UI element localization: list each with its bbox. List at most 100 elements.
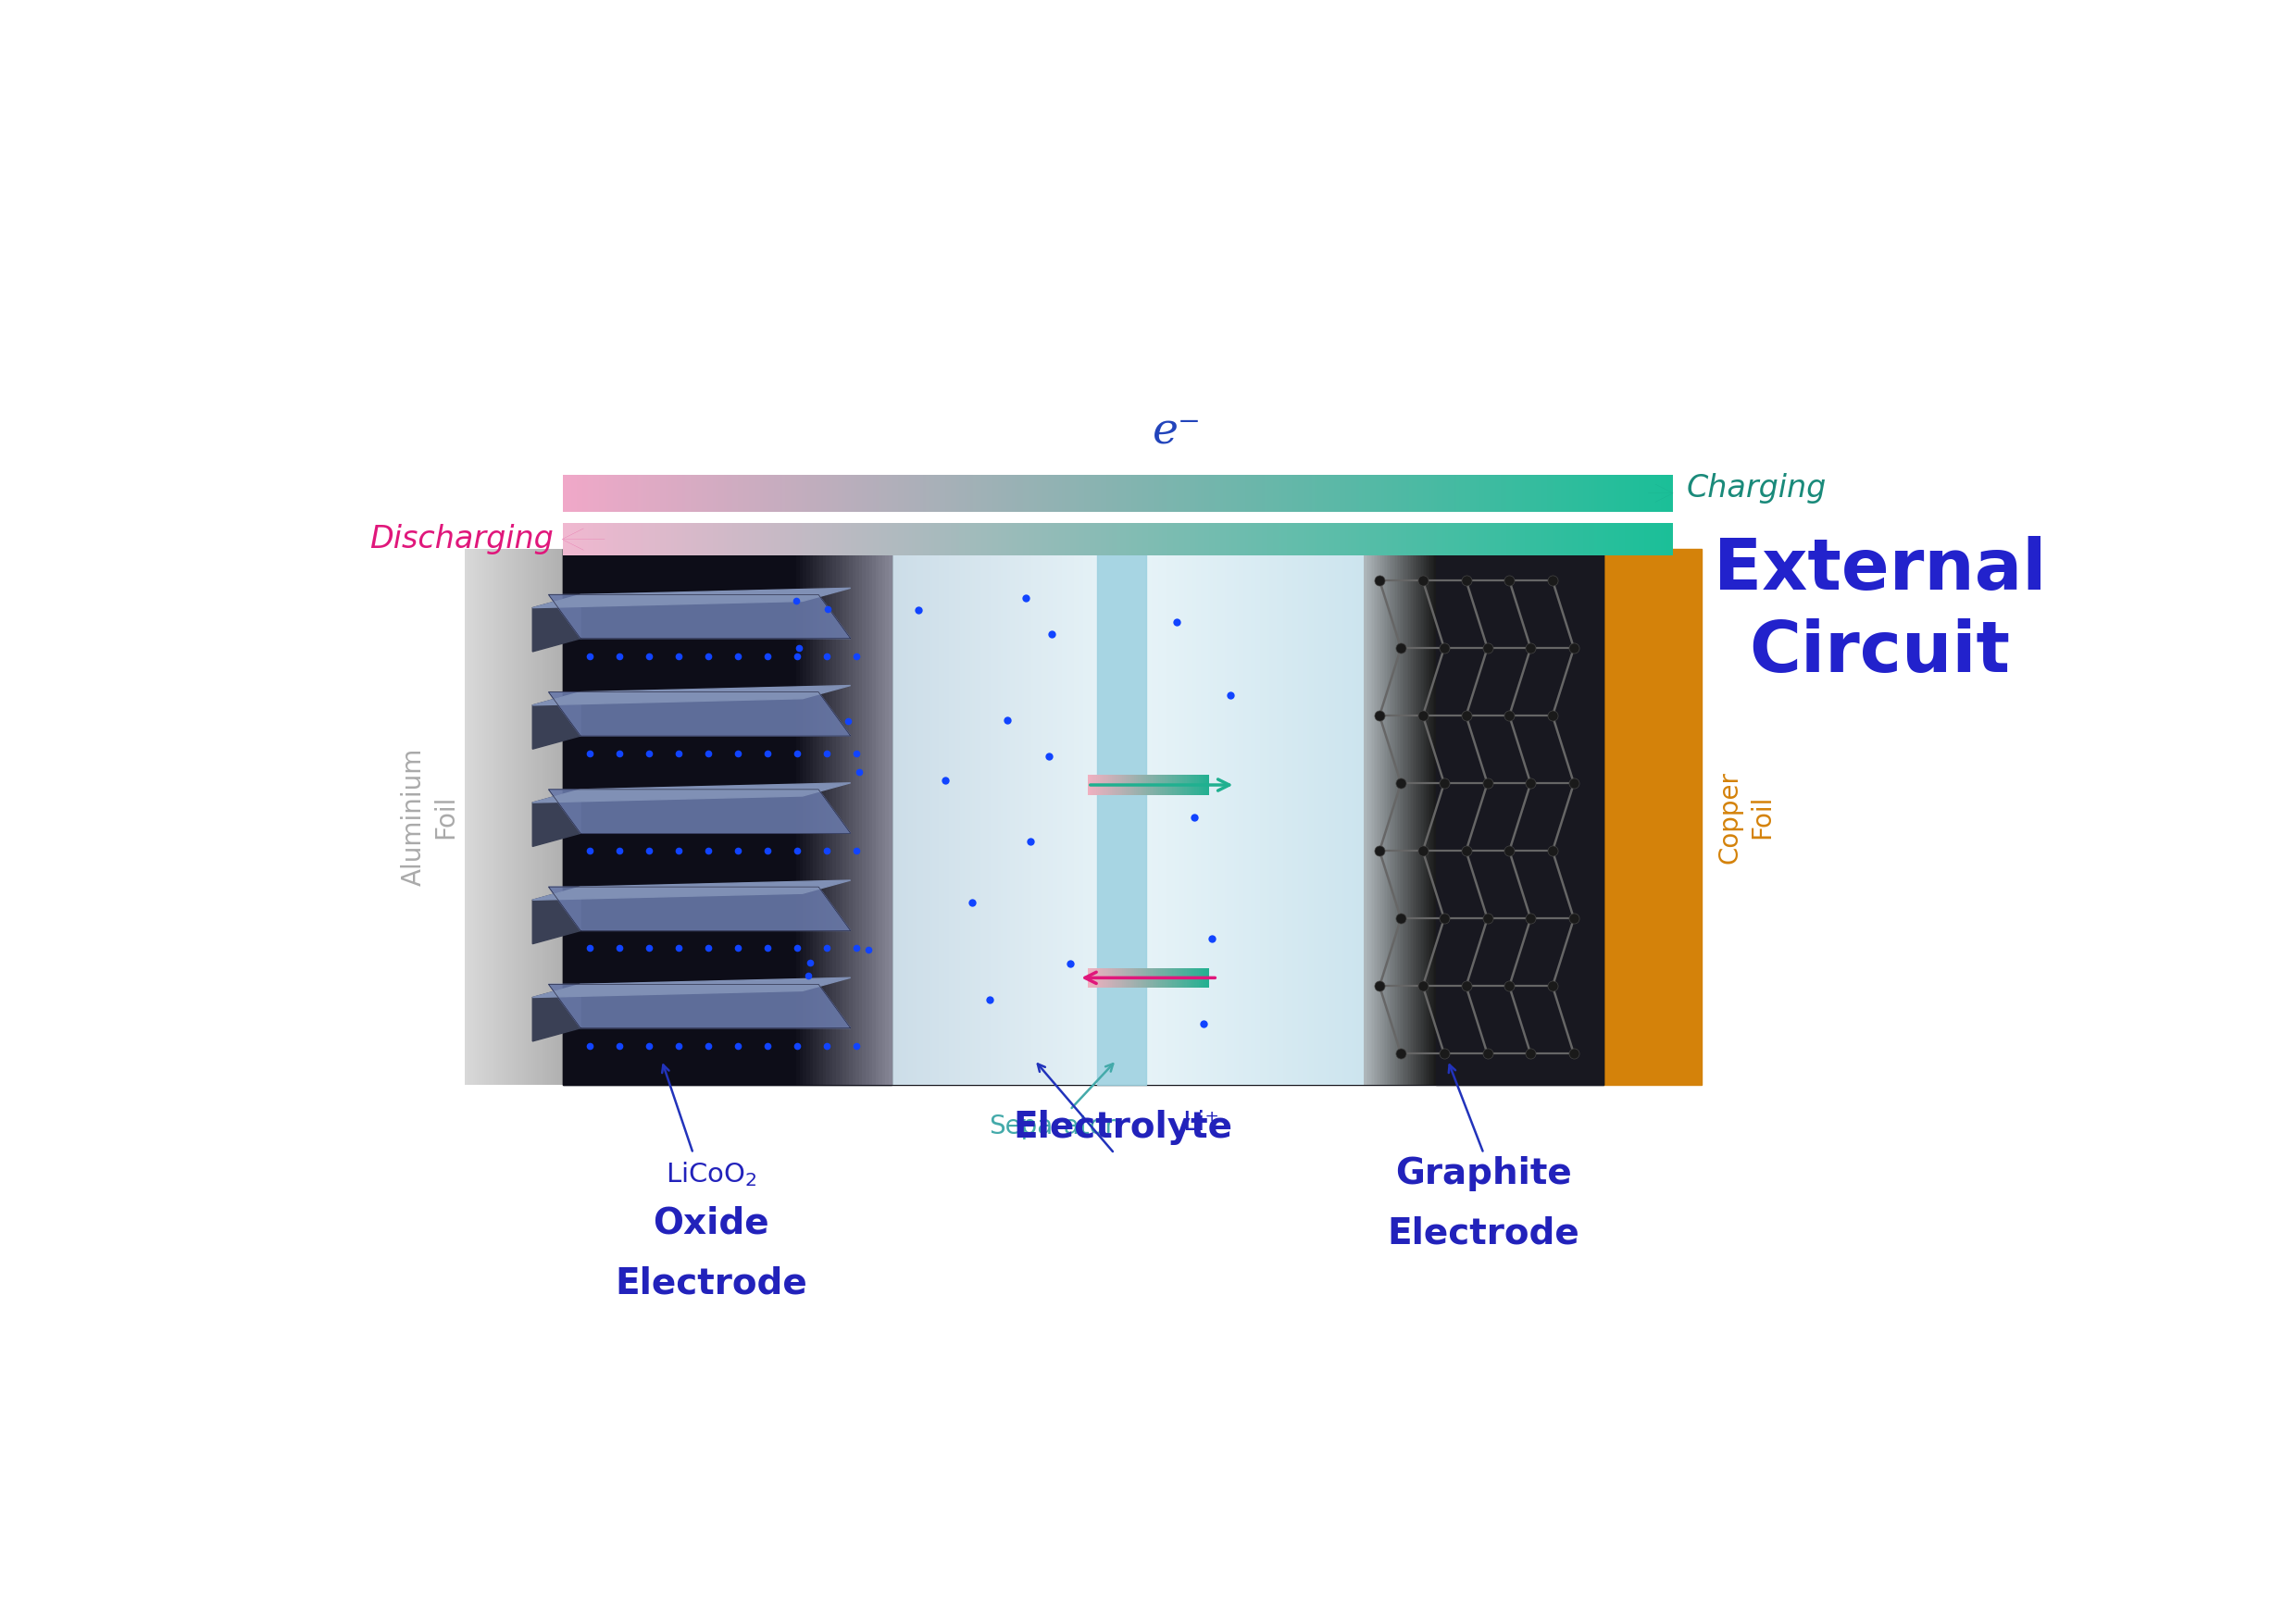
Bar: [712, 474, 716, 511]
Bar: [1589, 474, 1591, 511]
Bar: [992, 523, 996, 555]
Bar: [905, 474, 907, 511]
Polygon shape: [533, 977, 850, 997]
Bar: [962, 523, 964, 555]
Bar: [1605, 474, 1609, 511]
Bar: [1424, 523, 1426, 555]
Bar: [1486, 474, 1490, 511]
Bar: [1178, 775, 1180, 794]
Bar: [1240, 523, 1242, 555]
Bar: [1550, 523, 1554, 555]
Bar: [599, 523, 602, 555]
Bar: [682, 474, 684, 511]
Bar: [951, 549, 953, 1086]
Bar: [889, 549, 893, 1086]
Bar: [1219, 474, 1224, 511]
Bar: [1380, 523, 1384, 555]
Bar: [1187, 549, 1189, 1086]
Bar: [792, 523, 797, 555]
Bar: [1146, 474, 1148, 511]
Bar: [1192, 775, 1194, 794]
Bar: [944, 549, 946, 1086]
Bar: [1192, 523, 1196, 555]
Bar: [1205, 474, 1210, 511]
Bar: [806, 549, 810, 1086]
Bar: [1600, 474, 1603, 511]
Bar: [774, 474, 776, 511]
Bar: [1196, 474, 1199, 511]
Polygon shape: [533, 790, 581, 846]
Bar: [1065, 523, 1068, 555]
Bar: [1091, 523, 1093, 555]
Bar: [735, 523, 737, 555]
Bar: [1242, 523, 1244, 555]
Bar: [597, 474, 599, 511]
Bar: [1343, 474, 1345, 511]
Polygon shape: [549, 595, 850, 639]
Bar: [845, 549, 850, 1086]
Bar: [748, 474, 751, 511]
Bar: [1084, 474, 1088, 511]
Bar: [948, 474, 951, 511]
Bar: [1019, 474, 1024, 511]
Bar: [1270, 474, 1274, 511]
Bar: [471, 549, 473, 1086]
Bar: [1150, 474, 1155, 511]
Bar: [1283, 549, 1286, 1086]
Bar: [716, 523, 719, 555]
Bar: [1249, 549, 1251, 1086]
Bar: [852, 523, 854, 555]
Bar: [1194, 775, 1196, 794]
Bar: [1180, 549, 1182, 1086]
Bar: [1093, 775, 1095, 794]
Bar: [721, 474, 723, 511]
Bar: [895, 474, 898, 511]
Bar: [1102, 549, 1104, 1086]
Bar: [902, 474, 905, 511]
Bar: [930, 549, 932, 1086]
Bar: [783, 523, 785, 555]
Bar: [758, 474, 760, 511]
Bar: [473, 549, 475, 1086]
Bar: [1596, 474, 1598, 511]
Bar: [1019, 549, 1022, 1086]
Bar: [769, 474, 771, 511]
Bar: [1199, 523, 1201, 555]
Bar: [1061, 549, 1065, 1086]
Bar: [590, 523, 595, 555]
Bar: [987, 549, 990, 1086]
Bar: [1410, 474, 1412, 511]
Bar: [882, 474, 884, 511]
Bar: [1490, 474, 1492, 511]
Bar: [1587, 474, 1589, 511]
Bar: [1651, 523, 1653, 555]
Bar: [868, 549, 872, 1086]
Bar: [1495, 523, 1497, 555]
Bar: [1499, 474, 1504, 511]
Bar: [1001, 549, 1003, 1086]
Bar: [815, 523, 817, 555]
Bar: [1366, 474, 1371, 511]
Polygon shape: [533, 595, 581, 652]
Bar: [1123, 523, 1127, 555]
Bar: [1182, 474, 1185, 511]
Bar: [946, 523, 948, 555]
Bar: [1116, 968, 1118, 987]
Bar: [990, 549, 992, 1086]
Bar: [996, 474, 999, 511]
Polygon shape: [533, 880, 850, 900]
Bar: [1088, 968, 1091, 987]
Bar: [1120, 549, 1123, 1086]
Bar: [638, 523, 641, 555]
Bar: [1481, 474, 1483, 511]
Bar: [1483, 523, 1488, 555]
Bar: [1570, 523, 1573, 555]
Bar: [1215, 474, 1217, 511]
Bar: [1352, 474, 1357, 511]
Bar: [944, 523, 946, 555]
Bar: [902, 549, 905, 1086]
Bar: [1203, 775, 1205, 794]
Bar: [1639, 474, 1642, 511]
Bar: [799, 549, 804, 1086]
Bar: [1079, 523, 1081, 555]
